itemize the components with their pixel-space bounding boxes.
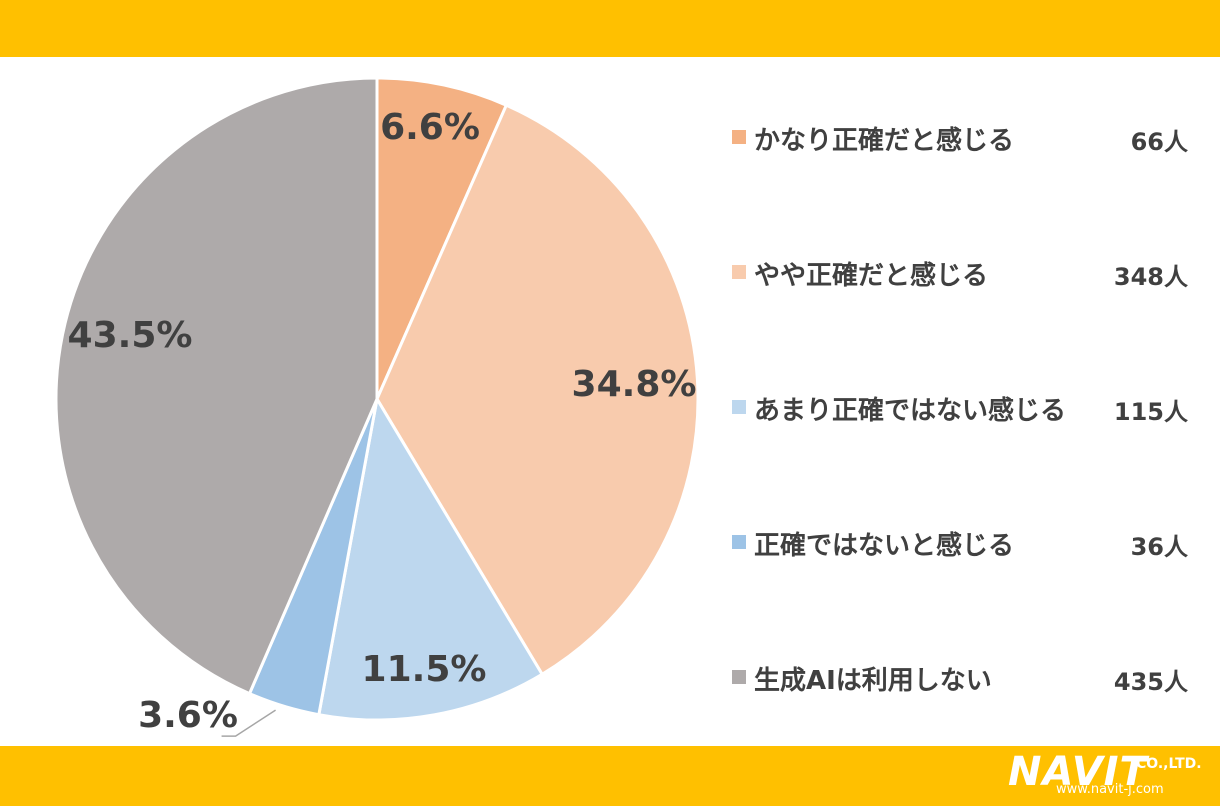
legend-label: あまり正確ではない感じる xyxy=(754,396,1067,426)
slice-value-label: 43.5% xyxy=(68,315,193,356)
top-banner xyxy=(0,0,1220,57)
legend-item: 生成AIは利用しない 435人 xyxy=(728,650,1208,785)
leader-line xyxy=(221,709,276,737)
legend-count: 36人 xyxy=(1130,533,1188,561)
legend-swatch xyxy=(732,400,746,414)
logo-company-suffix: CO.,LTD. xyxy=(1136,756,1202,772)
slice-value-label: 11.5% xyxy=(362,649,487,690)
legend-item: かなり正確だと感じる 66人 xyxy=(728,110,1208,245)
legend-swatch xyxy=(732,130,746,144)
legend-label: かなり正確だと感じる xyxy=(754,126,1015,156)
pie-slice xyxy=(317,394,545,722)
slice-value-label: 6.6% xyxy=(380,107,480,148)
legend-label: やや正確だと感じる xyxy=(754,261,989,291)
slice-value-label: 3.6% xyxy=(138,695,238,736)
legend-count: 435人 xyxy=(1113,668,1188,696)
legend-item: あまり正確ではない感じる 115人 xyxy=(728,380,1208,515)
slice-value-label: 34.8% xyxy=(572,364,697,405)
legend-count: 115人 xyxy=(1113,398,1188,426)
pie-chart: 6.6% 34.8% 11.5% 3.6% 43.5% xyxy=(54,76,700,737)
company-logo: NAVIT CO.,LTD. www.navit-j.com xyxy=(1008,750,1208,800)
legend-count: 66人 xyxy=(1130,128,1188,156)
legend-swatch xyxy=(732,535,746,549)
legend-item: やや正確だと感じる 348人 xyxy=(728,245,1208,380)
legend-item: 正確ではないと感じる 36人 xyxy=(728,515,1208,650)
legend-swatch xyxy=(732,670,746,684)
legend-label: 生成AIは利用しない xyxy=(754,666,992,696)
logo-wordmark: NAVIT xyxy=(1008,749,1148,795)
legend-label: 正確ではないと感じる xyxy=(754,531,1015,561)
legend-swatch xyxy=(732,265,746,279)
pie-slice xyxy=(54,76,379,696)
pie-slice xyxy=(375,76,509,400)
logo-url: www.navit-j.com xyxy=(1056,782,1164,797)
bottom-banner xyxy=(0,746,1220,806)
chart-legend: かなり正確だと感じる 66人 やや正確だと感じる 348人 あまり正確ではない感… xyxy=(728,110,1208,785)
legend-count: 348人 xyxy=(1113,263,1188,291)
